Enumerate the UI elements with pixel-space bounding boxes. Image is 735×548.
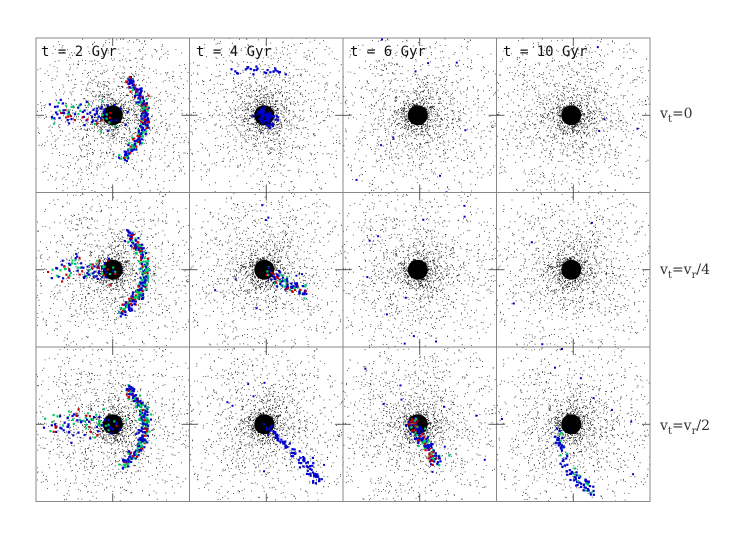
- halo-core: [561, 105, 582, 126]
- satellite-stream: [230, 65, 287, 76]
- column-title-6gyr: t = 6 Gyr: [350, 44, 426, 60]
- panel-r3-c3: [343, 347, 497, 502]
- halo-core: [102, 105, 123, 126]
- satellite-stream: [118, 384, 153, 470]
- panel-r1-c3: [343, 38, 497, 193]
- column-title-4gyr: t = 4 Gyr: [196, 44, 272, 60]
- satellite-stream: [118, 229, 151, 318]
- panel-r1-c1: [36, 38, 190, 193]
- column-title-10gyr: t = 10 Gyr: [503, 44, 587, 60]
- satellite-stream: [118, 75, 151, 162]
- panel-r3-c2: [189, 347, 343, 502]
- halo-core: [561, 414, 582, 435]
- satellite-stream: [265, 266, 308, 300]
- stray-particles: [512, 221, 593, 346]
- halo-core: [102, 259, 123, 280]
- satellite-stream: [553, 427, 595, 496]
- panels-layer: [36, 38, 650, 502]
- stray-particles: [355, 38, 497, 193]
- stray-particles: [226, 381, 326, 473]
- satellite-stream: [42, 407, 128, 444]
- satellite-stream: [404, 416, 451, 467]
- panel-r3-c1: [36, 347, 190, 502]
- stray-particles: [366, 204, 466, 345]
- satellite-stream: [47, 252, 117, 287]
- stray-particles: [364, 367, 486, 473]
- panel-r2-c3: [343, 192, 497, 347]
- panel-r2-c2: [189, 192, 343, 347]
- column-titles: t = 2 Gyr t = 4 Gyr t = 6 Gyr t = 10 Gyr: [41, 44, 587, 60]
- row-label-vt-0: vt=0: [660, 106, 693, 125]
- panel-r1-c2: [189, 38, 343, 193]
- column-title-2gyr: t = 2 Gyr: [41, 44, 117, 60]
- stray-particles: [596, 46, 639, 132]
- panel-r2-c1: [36, 192, 190, 347]
- panel-r1-c4: [496, 38, 650, 193]
- panel-r3-c4: [496, 347, 650, 502]
- satellite-stream: [252, 106, 280, 130]
- row-label-vt-vr2: vt=vr/2: [660, 418, 710, 437]
- halo-core: [102, 414, 123, 435]
- stray-particles: [214, 204, 304, 310]
- satellite-stream: [262, 423, 323, 485]
- row-label-vt-vr4: vt=vr/4: [660, 262, 710, 281]
- halo-core: [407, 105, 428, 126]
- halo-core: [561, 259, 582, 280]
- satellite-stream: [48, 98, 129, 133]
- stray-particles: [500, 348, 635, 476]
- panel-r2-c4: [496, 192, 650, 347]
- grid-frame: [35, 37, 651, 502]
- halo-core: [407, 259, 428, 280]
